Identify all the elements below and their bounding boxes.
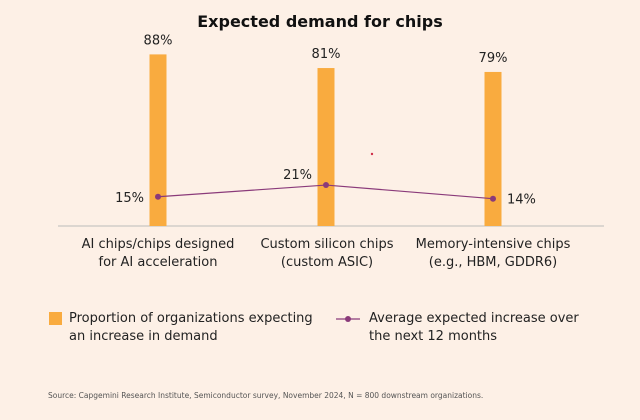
- line-value-label: 15%: [115, 191, 144, 206]
- category-label-memory-intensive: Memory-intensive chips (e.g., HBM, GDDR6…: [398, 236, 588, 272]
- legend-label-line: an increase in demand: [69, 329, 218, 344]
- legend-label-bar: Proportion of organizations expecting an…: [69, 310, 329, 346]
- legend-label-line-text: Average expected increase over: [369, 311, 579, 326]
- bar-value-label: 79%: [479, 51, 508, 66]
- category-label-line: AI chips/chips designed: [81, 237, 235, 252]
- line-point-1: [323, 182, 329, 189]
- category-label-line: (e.g., HBM, GDDR6): [428, 255, 558, 270]
- category-label-line: Custom silicon chips: [260, 237, 394, 252]
- legend-swatch-line: [336, 316, 360, 322]
- category-label-line: for AI acceleration: [98, 255, 218, 270]
- decorative-dot: [370, 152, 374, 156]
- chart-title: Expected demand for chips: [197, 12, 443, 31]
- bar-2: [484, 71, 502, 226]
- category-label-ai-chips: AI chips/chips designed for AI accelerat…: [63, 236, 253, 272]
- bar-value-label: 88%: [144, 33, 173, 48]
- legend-swatch-bar: [49, 312, 62, 325]
- legend-label-line: Proportion of organizations expecting: [69, 311, 313, 326]
- line-point-2: [490, 195, 496, 202]
- bar-1: [317, 68, 335, 226]
- category-label-line: Memory-intensive chips: [415, 237, 571, 252]
- line-value-label: 14%: [507, 193, 536, 208]
- legend-label-line: Average expected increase over the next …: [369, 310, 614, 346]
- line-point-0: [155, 193, 161, 200]
- chart-plot: 88% 81% 79% 15% 21% 14%: [58, 33, 604, 227]
- line-value-label: 21%: [283, 168, 312, 183]
- bar-value-label: 81%: [312, 47, 341, 62]
- category-label-line: (custom ASIC): [280, 255, 374, 270]
- category-label-custom-silicon: Custom silicon chips (custom ASIC): [232, 236, 422, 272]
- source-note: Source: Capgemini Research Institute, Se…: [48, 391, 484, 400]
- bar-0: [149, 54, 167, 227]
- legend-label-line-text: the next 12 months: [369, 329, 498, 344]
